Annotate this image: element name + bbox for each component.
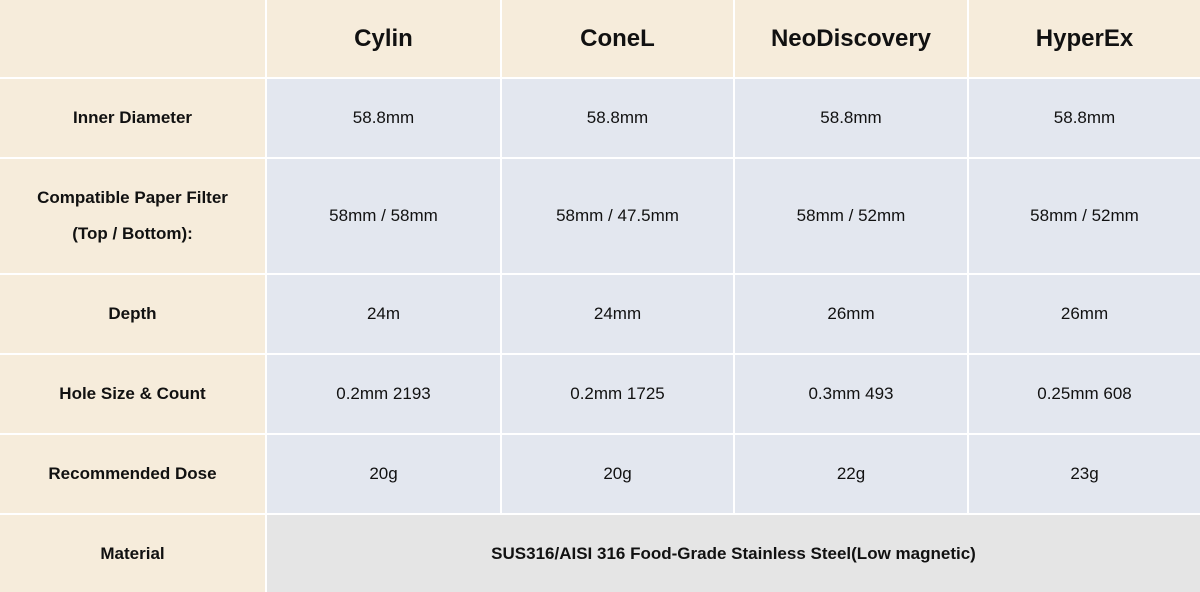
table-cell: 20g [502, 435, 733, 513]
row-label-line1: Compatible Paper Filter [37, 188, 228, 207]
table-cell: 0.25mm 608 [969, 355, 1200, 433]
table-cell: 23g [969, 435, 1200, 513]
table-cell: 58.8mm [735, 79, 967, 157]
column-header: Cylin [267, 0, 500, 77]
table-cell: 26mm [969, 275, 1200, 353]
row-label-line2: (Top / Bottom): [72, 224, 193, 243]
table-cell: 58.8mm [267, 79, 500, 157]
table-cell: 24mm [502, 275, 733, 353]
material-cell: SUS316/AISI 316 Food-Grade Stainless Ste… [267, 515, 1200, 592]
table-cell: 20g [267, 435, 500, 513]
row-label: Hole Size & Count [0, 355, 265, 433]
row-label: Recommended Dose [0, 435, 265, 513]
row-label: Depth [0, 275, 265, 353]
table-cell: 58mm / 58mm [267, 159, 500, 273]
corner-cell [0, 0, 265, 77]
table-cell: 0.2mm 2193 [267, 355, 500, 433]
row-label: Compatible Paper Filter (Top / Bottom): [0, 159, 265, 273]
table-cell: 26mm [735, 275, 967, 353]
table-cell: 58mm / 52mm [969, 159, 1200, 273]
table-cell: 24m [267, 275, 500, 353]
column-header: ConeL [502, 0, 733, 77]
table-cell: 58.8mm [502, 79, 733, 157]
table-cell: 58mm / 52mm [735, 159, 967, 273]
column-header: HyperEx [969, 0, 1200, 77]
table-cell: 0.3mm 493 [735, 355, 967, 433]
row-label: Material [0, 515, 265, 592]
column-header: NeoDiscovery [735, 0, 967, 77]
table-cell: 0.2mm 1725 [502, 355, 733, 433]
row-label: Inner Diameter [0, 79, 265, 157]
table-cell: 58.8mm [969, 79, 1200, 157]
table-cell: 22g [735, 435, 967, 513]
table-cell: 58mm / 47.5mm [502, 159, 733, 273]
